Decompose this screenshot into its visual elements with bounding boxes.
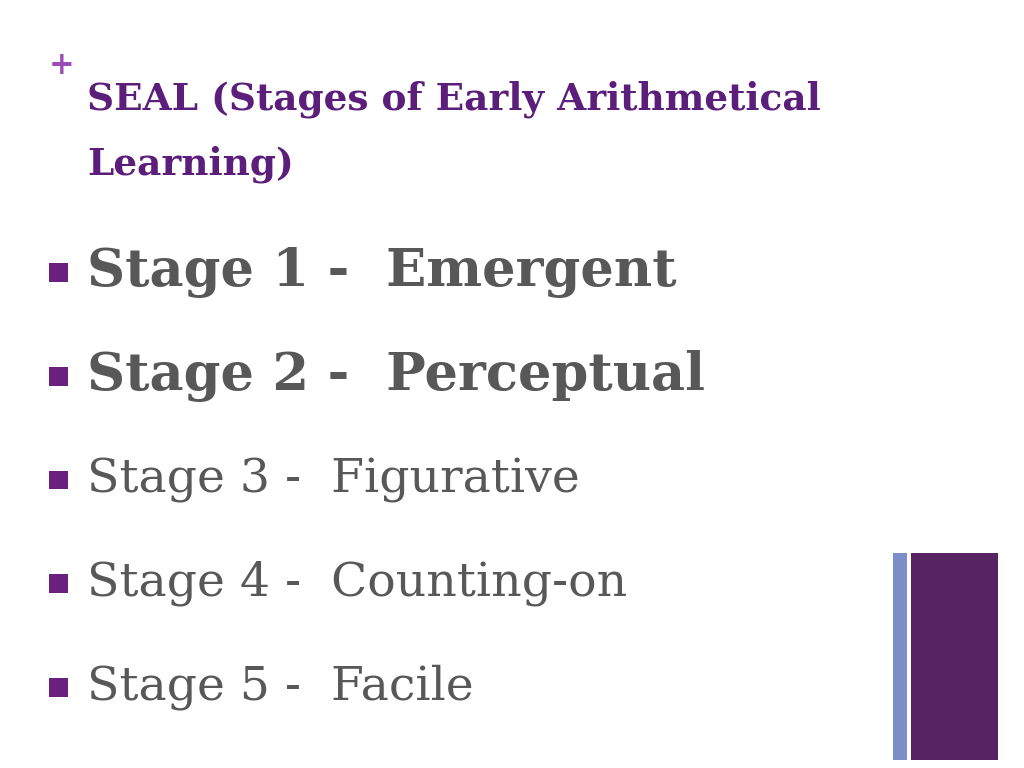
FancyBboxPatch shape [49,263,68,282]
Text: Stage 1 -  Emergent: Stage 1 - Emergent [87,247,677,298]
FancyBboxPatch shape [49,471,68,489]
Text: Stage 3 -  Figurative: Stage 3 - Figurative [87,458,580,502]
FancyBboxPatch shape [49,367,68,386]
Text: Stage 5 -  Facile: Stage 5 - Facile [87,664,474,710]
FancyBboxPatch shape [911,553,998,760]
FancyBboxPatch shape [49,678,68,697]
FancyBboxPatch shape [893,553,907,760]
Text: Stage 4 -  Counting-on: Stage 4 - Counting-on [87,561,628,607]
Text: Stage 2 -  Perceptual: Stage 2 - Perceptual [87,350,706,402]
Text: SEAL (Stages of Early Arithmetical: SEAL (Stages of Early Arithmetical [87,81,821,118]
FancyBboxPatch shape [49,574,68,593]
Text: +: + [49,50,75,81]
Text: Learning): Learning) [87,146,294,184]
